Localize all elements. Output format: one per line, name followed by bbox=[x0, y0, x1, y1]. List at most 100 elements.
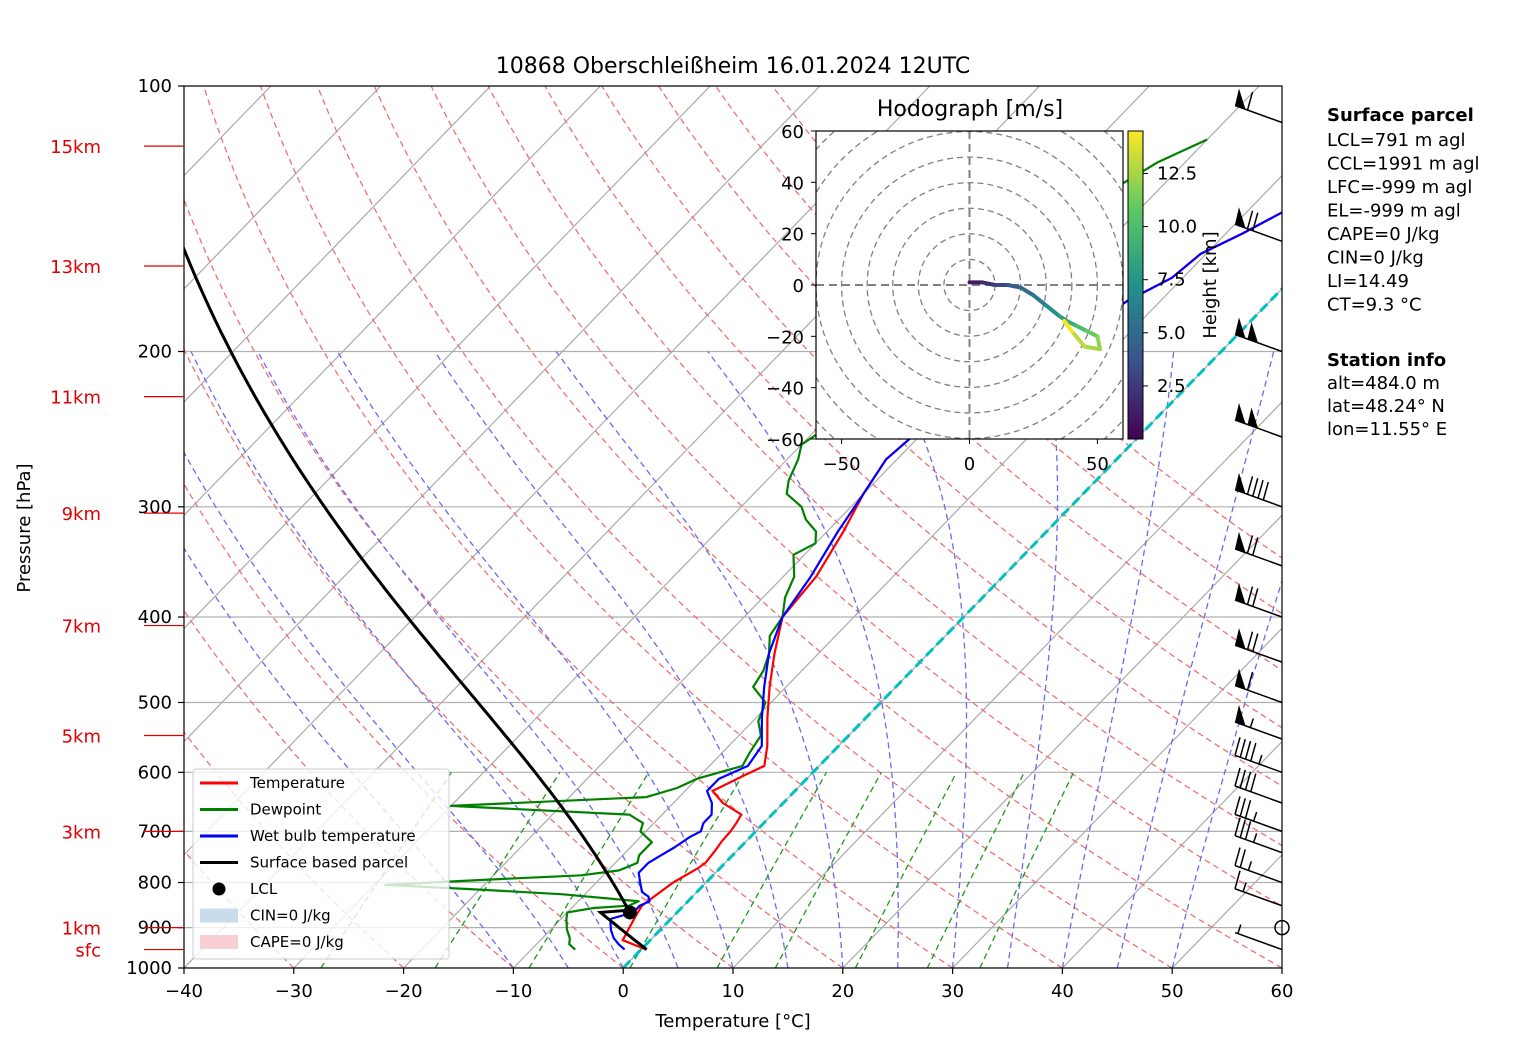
legend-label: Surface based parcel bbox=[250, 854, 408, 872]
mixing-ratio-line bbox=[926, 772, 1025, 968]
surface-parcel-line: CIN=0 J/kg bbox=[1327, 248, 1424, 269]
legend-label: Wet bulb temperature bbox=[250, 827, 416, 845]
legend-item: Temperature bbox=[200, 774, 345, 792]
wind-barb bbox=[1234, 472, 1283, 508]
x-axis-label: Temperature [°C] bbox=[654, 1011, 810, 1032]
height-label: 15km bbox=[50, 137, 101, 158]
hodograph-y-tick-label: −20 bbox=[766, 327, 804, 348]
wind-barb bbox=[1234, 628, 1283, 663]
wind-barbs bbox=[1234, 88, 1290, 951]
hodograph-y-tick-label: 60 bbox=[781, 122, 804, 143]
wind-barb bbox=[1234, 88, 1283, 124]
hodograph-y-tick-label: −60 bbox=[766, 430, 804, 451]
isotherm bbox=[952, 627, 1282, 968]
moist-adiabat bbox=[882, 351, 968, 968]
axes: −40 −30 −20 −10 0 10 20 30 40 50 60100090080070060… bbox=[50, 76, 1293, 1002]
legend-item: CAPE=0 J/kg bbox=[200, 933, 344, 951]
hodograph-segment bbox=[1005, 283, 1023, 290]
mixing-ratio-line bbox=[434, 771, 561, 968]
isotherm bbox=[184, 86, 821, 743]
dry-adiabat bbox=[184, 482, 624, 968]
station-info-line: lon=11.55° E bbox=[1327, 419, 1447, 440]
mixing-ratio-line bbox=[854, 771, 958, 968]
dry-adiabat bbox=[184, 347, 734, 968]
mixing-ratio-line bbox=[528, 771, 650, 968]
height-label: 9km bbox=[62, 504, 101, 525]
wind-barb bbox=[1234, 704, 1283, 740]
legend-item: LCL bbox=[212, 880, 278, 898]
hodograph-y-tick-label: 20 bbox=[781, 225, 804, 246]
colorbar-label: Height [km] bbox=[1200, 231, 1221, 338]
legend-swatch bbox=[212, 882, 226, 896]
moist-adiabat bbox=[1061, 351, 1175, 968]
y-axis-label: Pressure [hPa] bbox=[14, 463, 35, 592]
hodograph-segment bbox=[1031, 293, 1049, 308]
colorbar-tick-label: 5.0 bbox=[1157, 323, 1186, 344]
height-label: 7km bbox=[62, 617, 101, 638]
lcl-marker bbox=[622, 905, 637, 920]
wind-barb bbox=[1234, 531, 1283, 567]
hodograph-segment bbox=[1095, 334, 1102, 352]
hodograph-ring bbox=[892, 207, 1047, 363]
height-label: sfc bbox=[75, 941, 101, 962]
y-tick-label: 600 bbox=[138, 762, 172, 783]
surface-parcel-line: CCL=1991 m agl bbox=[1327, 154, 1480, 175]
height-label: 5km bbox=[62, 727, 101, 748]
isotherm bbox=[842, 514, 1282, 968]
y-tick-label: 200 bbox=[138, 342, 172, 363]
hodograph-segment bbox=[1044, 303, 1062, 318]
y-tick-label: 500 bbox=[138, 692, 172, 713]
colorbar-tick-label: 10.0 bbox=[1157, 217, 1197, 238]
wind-barb bbox=[1234, 870, 1283, 907]
x-tick-label: −20 bbox=[385, 981, 423, 1002]
hodograph: Hodograph [m/s] −50 0 50 60 40 20 0 −20 −40 −60 2… bbox=[766, 97, 1221, 475]
x-tick-label: 30 bbox=[941, 981, 964, 1002]
moist-adiabat bbox=[336, 351, 734, 968]
hodograph-x-tick-label: −50 bbox=[823, 454, 861, 475]
mixing-ratio-line bbox=[716, 771, 828, 968]
isotherm bbox=[184, 86, 601, 517]
hodograph-segment bbox=[1018, 285, 1036, 298]
height-label: 13km bbox=[50, 257, 101, 278]
wind-barb bbox=[1234, 402, 1283, 438]
x-tick-label: 40 bbox=[1051, 981, 1074, 1002]
legend-swatch bbox=[200, 908, 238, 923]
moist-adiabat bbox=[184, 451, 569, 968]
hodograph-y-tick-label: 0 bbox=[793, 276, 804, 297]
y-tick-label: 100 bbox=[138, 76, 172, 97]
height-label: 1km bbox=[62, 919, 101, 940]
surface-parcel-line: LCL=791 m agl bbox=[1327, 130, 1466, 151]
legend-label: CIN=0 J/kg bbox=[250, 907, 331, 925]
wind-barb bbox=[1234, 796, 1283, 833]
dry-adiabat bbox=[316, 86, 1173, 968]
moist-adiabat bbox=[1116, 351, 1275, 968]
hodograph-segment bbox=[1069, 329, 1087, 349]
hodograph-y-tick-label: −40 bbox=[766, 379, 804, 400]
height-label: 11km bbox=[50, 388, 101, 409]
legend-swatch bbox=[200, 935, 238, 949]
legend-item: Dewpoint bbox=[200, 801, 321, 819]
legend-label: Temperature bbox=[249, 774, 345, 792]
x-tick-label: 60 bbox=[1271, 981, 1294, 1002]
series-wet-bulb-temperature bbox=[609, 211, 1282, 951]
surface-parcel-line: EL=-999 m agl bbox=[1327, 201, 1461, 222]
dry-adiabat bbox=[658, 86, 1282, 672]
moist-adiabat bbox=[257, 351, 679, 968]
colorbar-tick-label: 2.5 bbox=[1157, 376, 1186, 397]
legend-label: LCL bbox=[250, 880, 278, 898]
y-tick-label: 400 bbox=[138, 607, 172, 628]
wind-barb bbox=[1234, 668, 1283, 704]
x-tick-label: 10 bbox=[722, 981, 745, 1002]
moist-adiabat bbox=[190, 351, 624, 968]
height-label: 3km bbox=[62, 822, 101, 843]
hodograph-segment bbox=[1062, 318, 1074, 334]
series-surface-based-parcel bbox=[184, 245, 648, 951]
zero-degree-isotherm bbox=[622, 286, 1282, 968]
hodograph-segment bbox=[1082, 344, 1102, 352]
dry-adiabat bbox=[544, 86, 1282, 787]
hodograph-ring bbox=[866, 182, 1073, 388]
legend: Temperature Dewpoint Wet bulb temperature S… bbox=[192, 768, 450, 960]
wind-barb bbox=[1234, 847, 1283, 884]
isotherm bbox=[512, 174, 1282, 968]
